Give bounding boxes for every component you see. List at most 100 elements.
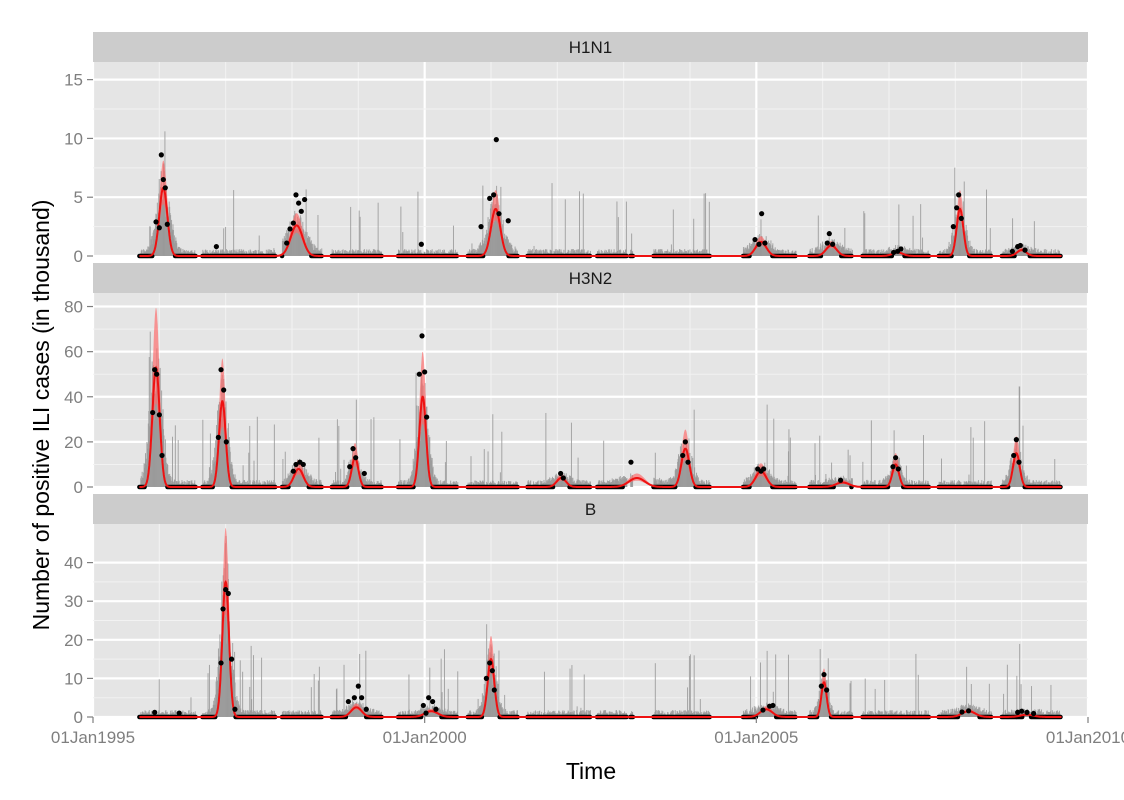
strip-label: H1N1 (569, 38, 612, 57)
observed-point (1011, 452, 1017, 459)
y-tick-label: 30 (64, 592, 83, 611)
y-tick-label: 40 (64, 554, 83, 573)
observed-point (898, 246, 904, 252)
panels-group: H1N1 0 5 10 15 H3N2 0 20 40 60 80 B 0 10 20 30 40 (64, 32, 1090, 727)
observed-point (154, 371, 160, 377)
observed-point (752, 236, 758, 243)
observed-point (422, 369, 428, 375)
observed-point (218, 367, 224, 373)
observed-point (491, 192, 497, 198)
observed-point (830, 241, 836, 247)
observed-point (347, 464, 353, 470)
observed-point (298, 208, 304, 214)
panel-background (93, 62, 1088, 256)
x-axis-title: Time (566, 758, 616, 784)
y-tick-label: 15 (64, 71, 83, 90)
observed-point (680, 452, 686, 459)
observed-point (759, 211, 765, 217)
observed-point (950, 224, 956, 230)
y-tick-label: 10 (64, 129, 83, 148)
observed-point (424, 414, 430, 420)
observed-point (160, 176, 166, 183)
observed-point (628, 459, 634, 465)
observed-point (156, 225, 162, 231)
observed-point (213, 243, 219, 250)
observed-point (1017, 242, 1023, 249)
y-tick-label: 80 (64, 298, 83, 317)
observed-point (350, 446, 356, 452)
observed-point (153, 219, 159, 225)
observed-point (505, 218, 511, 224)
observed-point (361, 470, 367, 477)
observed-point (761, 466, 767, 472)
observed-point (223, 439, 229, 445)
observed-point (158, 152, 164, 158)
observed-point (496, 211, 502, 217)
panel-background (93, 293, 1088, 487)
strip-label: H3N2 (569, 269, 612, 288)
observed-point (164, 221, 170, 227)
observed-point (487, 195, 493, 201)
observed-point (560, 475, 566, 481)
observed-point (824, 240, 830, 246)
observed-point (290, 468, 296, 474)
observed-point (353, 455, 359, 461)
panel-h3n2: H3N2 0 20 40 60 80 (64, 263, 1090, 497)
fit-line (139, 186, 1062, 257)
observed-point (287, 226, 293, 232)
y-tick-label: 0 (74, 708, 83, 727)
observed-point (891, 249, 897, 256)
strip-background (93, 494, 1088, 524)
y-tick-label: 5 (74, 188, 83, 207)
y-tick-label: 10 (64, 669, 83, 688)
y-tick-label: 0 (74, 247, 83, 266)
observed-point (290, 220, 296, 226)
observed-point (893, 455, 899, 461)
strip-background (93, 263, 1088, 293)
observed-point (162, 185, 168, 191)
strip-label: B (585, 500, 596, 519)
data-points (153, 137, 1028, 256)
observed-point (152, 367, 158, 373)
strip-background (93, 32, 1088, 62)
fit-line (139, 366, 1062, 488)
data-points (150, 333, 1022, 483)
observed-point (293, 461, 299, 468)
observed-point (221, 387, 227, 393)
observed-point (150, 409, 156, 416)
panel-h1n1: H1N1 0 5 10 15 (64, 32, 1090, 266)
y-tick-label: 40 (64, 388, 83, 407)
observed-point (1022, 247, 1028, 253)
observed-point (558, 470, 564, 477)
observed-point (826, 231, 832, 237)
observed-point (284, 240, 290, 246)
observed-point (478, 224, 484, 230)
observed-point (1013, 437, 1019, 443)
observed-point (837, 477, 844, 483)
observed-point (682, 439, 688, 445)
y-tick-label: 60 (64, 343, 83, 362)
y-tick-label: 0 (74, 478, 83, 497)
observed-point (756, 241, 762, 247)
observed-point (1009, 248, 1015, 254)
observed-point (293, 192, 299, 198)
observed-point (215, 434, 221, 440)
panel-b: B 0 10 20 30 40 (64, 494, 1090, 727)
observed-point (302, 196, 308, 203)
observed-point (956, 192, 962, 198)
observed-point (890, 464, 896, 470)
y-tick-label: 20 (64, 631, 83, 650)
observed-point (895, 466, 901, 472)
observed-point (1016, 459, 1022, 465)
observed-point (685, 459, 691, 465)
observed-point (493, 137, 499, 143)
observed-point (296, 200, 302, 206)
y-axis-title: Number of positive ILI cases (in thousan… (28, 200, 54, 631)
y-tick-label: 20 (64, 433, 83, 452)
observed-point (954, 205, 960, 211)
observed-point (416, 371, 422, 377)
observed-point (418, 241, 424, 247)
observed-point (156, 412, 162, 418)
observed-point (762, 240, 768, 246)
